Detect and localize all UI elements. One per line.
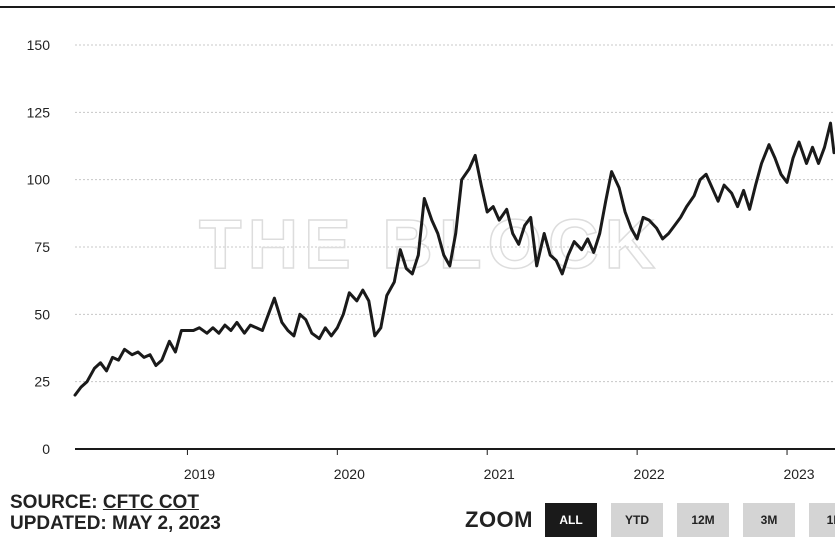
y-axis-ticks: 0 25 50 75 100 125 150 <box>27 37 51 457</box>
y-tick-label: 25 <box>34 374 50 390</box>
x-tick-label: 2019 <box>184 466 215 482</box>
zoom-12m-button[interactable]: 12M <box>677 503 729 537</box>
x-tick-label: 2020 <box>334 466 365 482</box>
y-tick-label: 125 <box>27 104 51 120</box>
y-tick-label: 75 <box>34 239 50 255</box>
y-tick-label: 150 <box>27 37 51 53</box>
x-tick-label: 2021 <box>484 466 515 482</box>
x-axis-ticks: 2019 2020 2021 2022 2023 <box>184 449 815 482</box>
x-tick-label: 2022 <box>634 466 665 482</box>
y-tick-label: 100 <box>27 172 51 188</box>
zoom-controls: ZOOM ALL YTD 12M 3M 1M <box>465 502 835 538</box>
source-link[interactable]: CFTC COT <box>102 492 199 513</box>
zoom-label: ZOOM <box>465 507 533 532</box>
zoom-1m-button[interactable]: 1M <box>809 503 835 537</box>
source-label: SOURCE: <box>10 492 103 513</box>
watermark-text: THE BLOCK <box>199 205 661 283</box>
series-line <box>73 121 835 397</box>
updated-line: UPDATED: MAY 2, 2023 <box>10 513 221 534</box>
source-line: SOURCE: CFTC COT <box>10 492 221 513</box>
zoom-ytd-button[interactable]: YTD <box>611 503 663 537</box>
zoom-3m-button[interactable]: 3M <box>743 503 795 537</box>
y-tick-label: 50 <box>34 306 50 322</box>
y-tick-label: 0 <box>42 441 50 457</box>
zoom-all-button[interactable]: ALL <box>545 503 597 537</box>
x-tick-label: 2023 <box>783 466 814 482</box>
source-info: SOURCE: CFTC COT UPDATED: MAY 2, 2023 <box>10 492 221 534</box>
